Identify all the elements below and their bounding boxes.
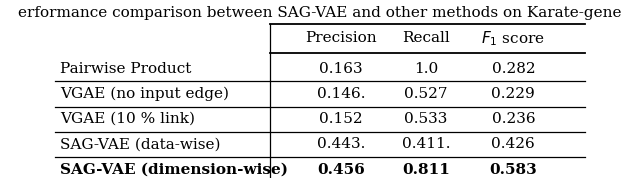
Text: 0.282: 0.282	[492, 62, 535, 76]
Text: erformance comparison between SAG-VAE and other methods on Karate-gene: erformance comparison between SAG-VAE an…	[19, 6, 621, 20]
Text: 0.152: 0.152	[319, 112, 363, 126]
Text: Recall: Recall	[402, 31, 450, 45]
Text: 0.583: 0.583	[490, 163, 537, 177]
Text: 0.811: 0.811	[402, 163, 450, 177]
Text: 0.236: 0.236	[492, 112, 535, 126]
Text: $F_1$ score: $F_1$ score	[481, 29, 545, 48]
Text: 0.146.: 0.146.	[317, 87, 365, 101]
Text: 0.163: 0.163	[319, 62, 363, 76]
Text: 0.443.: 0.443.	[317, 137, 365, 151]
Text: 0.533: 0.533	[404, 112, 447, 126]
Text: Pairwise Product: Pairwise Product	[60, 62, 192, 76]
Text: Precision: Precision	[305, 31, 377, 45]
Text: 0.527: 0.527	[404, 87, 448, 101]
Text: 0.426: 0.426	[492, 137, 535, 151]
Text: VGAE (10 % link): VGAE (10 % link)	[60, 112, 195, 126]
Text: 0.411.: 0.411.	[402, 137, 450, 151]
Text: SAG-VAE (dimension-wise): SAG-VAE (dimension-wise)	[60, 163, 289, 177]
Text: 0.229: 0.229	[492, 87, 535, 101]
Text: 1.0: 1.0	[414, 62, 438, 76]
Text: 0.456: 0.456	[317, 163, 365, 177]
Text: VGAE (no input edge): VGAE (no input edge)	[60, 87, 229, 101]
Text: SAG-VAE (data-wise): SAG-VAE (data-wise)	[60, 137, 221, 151]
